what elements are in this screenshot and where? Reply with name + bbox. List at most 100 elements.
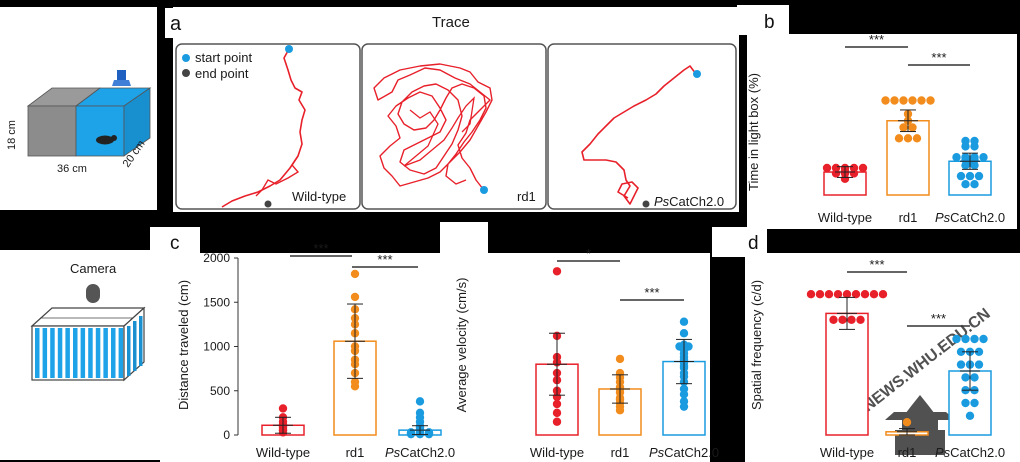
trace-label-pscatch-italic: Ps: [654, 194, 670, 209]
bar-d-0: [825, 312, 869, 436]
trace-path-pscatch: [581, 65, 697, 205]
mouse-head-icon: [111, 135, 117, 141]
point-d-0: [847, 315, 856, 324]
point-velocity-0: [552, 267, 562, 276]
point-velocity-0: [552, 408, 562, 418]
cage-front: [31, 325, 125, 381]
trace-path-wild-type-2: [255, 155, 300, 197]
point-velocity-2: [679, 329, 689, 338]
point-b-1: [894, 134, 904, 143]
point-b-2: [952, 153, 961, 162]
cage-bar: [80, 328, 86, 378]
camera-cage-illustration: Camera: [30, 261, 146, 382]
legend-start-label: start point: [195, 50, 252, 65]
significance-label-d-1: ***: [931, 311, 946, 326]
category-label-velocity-0: Wild-type: [530, 445, 584, 460]
category-label-rest: CatCh2.0: [950, 445, 1005, 460]
box-height-label: 18 cm: [6, 120, 18, 150]
y-tick-label: 2000: [203, 251, 230, 265]
point-b-2: [970, 142, 979, 151]
point-d-2: [965, 411, 975, 420]
mouse-icon: [96, 135, 114, 145]
box-light-side: [123, 87, 151, 157]
panel-b-background: [747, 34, 1017, 229]
point-c-1: [350, 382, 360, 391]
point-d-2: [974, 360, 984, 369]
category-label-b-0: Wild-type: [818, 210, 872, 225]
trace-start-point-rd1: [480, 186, 488, 194]
panel-velocity-letter-box: [440, 222, 488, 254]
point-d-0: [829, 315, 838, 324]
point-d-0: [824, 290, 834, 299]
trace-label-wild-type: Wild-type: [292, 189, 346, 204]
point-b-2: [961, 161, 970, 170]
trace-label-pscatch-rest: CatCh2.0: [669, 194, 724, 209]
point-b-1: [881, 96, 890, 105]
chart-c: Distance traveled (cm) 0 500 1000 1500 2000 Wi…: [176, 241, 455, 460]
point-d-0: [815, 290, 825, 299]
significance-label-b-1: ***: [931, 50, 946, 65]
cage-bar: [35, 328, 40, 378]
significance-label-b-0: ***: [869, 32, 884, 47]
point-d-2: [974, 347, 984, 356]
trace-end-point-pscatch: [642, 200, 650, 208]
chart-b-ylabel: Time in light box (%): [746, 73, 761, 191]
y-tick-label: 1500: [203, 295, 230, 309]
cage-side-bar: [127, 326, 131, 376]
trace-frame-rd1: [361, 43, 547, 210]
point-d-0: [838, 315, 847, 324]
cage-bar: [42, 328, 48, 378]
box-dark-front: [27, 105, 77, 157]
point-c-1: [350, 292, 360, 302]
y-tick-label: 1000: [203, 340, 230, 354]
trace-frame-wild-type: [175, 43, 361, 210]
trace-label-rd1: rd1: [517, 189, 536, 204]
point-b-0: [849, 169, 859, 178]
trace-frame-pscatch: [547, 43, 737, 210]
chart-b: Time in light box (%) Wild-type rd1 PsCatCh…: [746, 32, 1005, 225]
point-d-2: [961, 373, 970, 382]
point-d-2: [961, 334, 970, 344]
category-label-italic: Ps: [935, 445, 951, 460]
legend-end-marker: [182, 69, 190, 77]
point-d-2: [979, 334, 988, 344]
category-label-rest: CatCh2.0: [664, 445, 719, 460]
point-b-1: [899, 96, 908, 105]
point-d-2: [956, 347, 966, 356]
point-d-0: [851, 290, 861, 299]
panel-c-letter-box: [150, 227, 200, 257]
category-label-d-2: PsCatCh2.0: [935, 445, 1005, 460]
point-velocity-0: [552, 417, 562, 426]
watermark-building-icon: [895, 395, 945, 455]
point-d-0: [860, 290, 870, 299]
point-b-0: [831, 169, 841, 178]
point-b-2: [970, 180, 979, 189]
point-b-1: [908, 123, 917, 132]
box-width-label: 36 cm: [57, 163, 87, 175]
cage-bar: [95, 328, 101, 378]
category-label-velocity-1: rd1: [611, 445, 630, 460]
point-b-1: [917, 96, 926, 105]
chart-velocity-ylabel: Average velocity (cm/s): [454, 278, 469, 413]
category-label-velocity-2: PsCatCh2.0: [649, 445, 719, 460]
legend-start-marker: [182, 54, 190, 62]
panel-a-letter: a: [170, 13, 182, 35]
point-b-1: [890, 96, 899, 105]
point-d-2: [952, 334, 961, 344]
point-b-2: [961, 180, 970, 189]
point-b-0: [822, 163, 832, 173]
point-b-0: [840, 174, 850, 183]
point-c-1: [350, 269, 360, 279]
category-label-italic: Ps: [935, 210, 951, 225]
chart-d: Spatial frequency (c/d) Wild-type rd1 PsCat…: [749, 257, 1005, 460]
point-b-2: [979, 153, 988, 162]
category-label-italic: Ps: [385, 445, 401, 460]
panel-a-letter-box: [165, 8, 217, 38]
camera-label: Camera: [70, 261, 117, 276]
cage-bar: [103, 328, 108, 378]
point-b-2: [965, 171, 975, 181]
cage-bars: [35, 316, 143, 378]
cage-bar: [88, 328, 93, 378]
trace-path-rd1: [373, 63, 493, 190]
